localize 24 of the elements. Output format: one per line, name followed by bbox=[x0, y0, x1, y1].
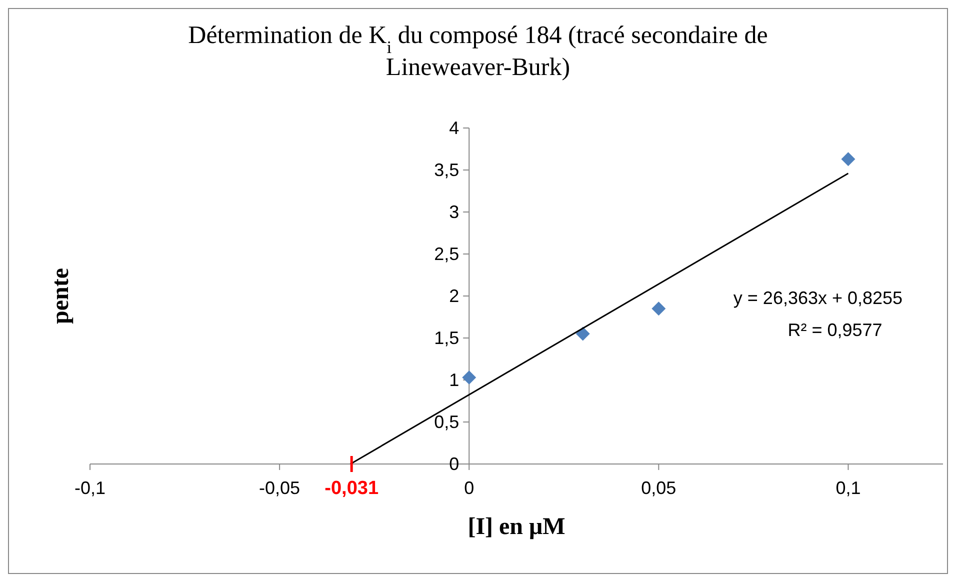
chart-title: Détermination de K$_{i}$ du composé 184 (tracé secondaire de Lineweaver-Burk) bbox=[188, 22, 768, 81]
annotation: y = 26,363x + 0,8255 bbox=[733, 288, 903, 308]
y-axis-title: pente bbox=[48, 268, 74, 324]
annotation: R² = 0,9577 bbox=[788, 320, 882, 340]
ref-line-label: -0,031 bbox=[324, 478, 379, 499]
x-tick-label: -0,05 bbox=[259, 478, 300, 498]
y-tick-label: 0,5 bbox=[434, 412, 460, 432]
point bbox=[462, 370, 476, 384]
y-tick-label: 2 bbox=[449, 286, 460, 306]
point bbox=[841, 152, 856, 166]
point bbox=[576, 326, 590, 341]
x-tick-label: -0,1 bbox=[74, 478, 106, 498]
x-axis-title: [I] en μM bbox=[468, 514, 566, 540]
point bbox=[652, 302, 666, 316]
y-tick-label: 0 bbox=[449, 454, 460, 474]
y-tick-label: 1 bbox=[449, 370, 460, 390]
y-tick-label: 2,5 bbox=[434, 244, 460, 264]
x-tick-label: 0 bbox=[464, 478, 474, 498]
y-tick-label: 3 bbox=[449, 202, 460, 222]
y-tick-label: 1,5 bbox=[434, 328, 460, 348]
y-tick-label: 4 bbox=[449, 118, 460, 138]
x-tick-label: 0,05 bbox=[641, 478, 676, 498]
y-tick-label: 3,5 bbox=[434, 160, 460, 180]
x-tick-label: 0,1 bbox=[836, 478, 861, 498]
